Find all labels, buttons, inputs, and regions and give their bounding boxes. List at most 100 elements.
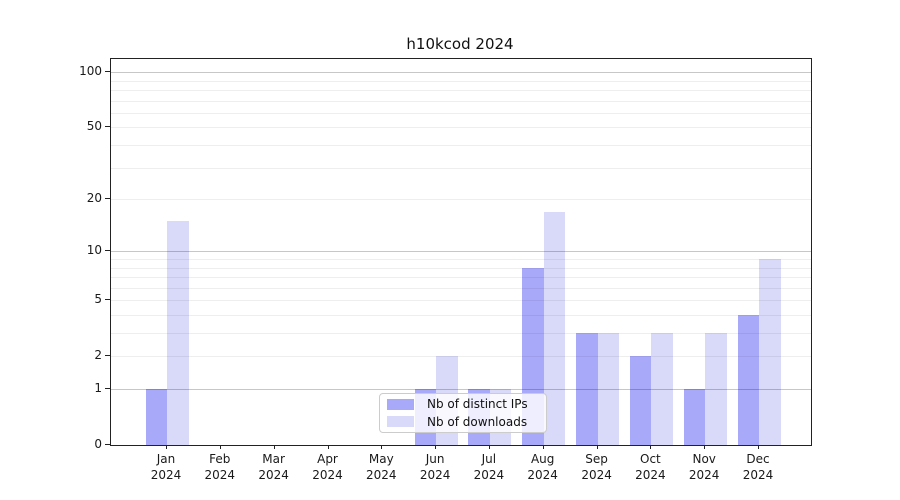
legend-item-downloads: Nb of downloads xyxy=(387,415,539,430)
bar-distinct-ips-nov xyxy=(683,389,706,445)
x-tick-month: Aug xyxy=(530,452,555,466)
y-tick-label-20: 20 xyxy=(86,191,102,206)
x-tick-year: 2024 xyxy=(635,468,666,482)
x-tick-label-oct: Oct 2024 xyxy=(618,451,682,483)
legend-label-distinct-ips: Nb of distinct IPs xyxy=(427,397,528,412)
gridline-y-50 xyxy=(111,127,811,129)
y-tick-mark-50 xyxy=(105,126,110,128)
x-tick-mark-apr xyxy=(327,445,329,449)
x-tick-mark-aug xyxy=(542,445,544,449)
x-tick-month: Dec xyxy=(746,452,770,466)
x-tick-label-apr: Apr 2024 xyxy=(296,451,360,483)
x-tick-year: 2024 xyxy=(150,468,182,482)
y-tick-mark-2 xyxy=(105,355,110,357)
x-tick-year: 2024 xyxy=(527,468,558,482)
x-tick-year: 2024 xyxy=(473,468,505,482)
bar-downloads-aug xyxy=(543,211,566,445)
y-tick-label-1: 1 xyxy=(94,381,102,395)
x-tick-mark-oct xyxy=(650,445,652,449)
x-tick-label-jan: Jan 2024 xyxy=(134,451,198,483)
x-tick-mark-jul xyxy=(488,445,490,449)
gridline-y-60 xyxy=(111,113,811,114)
x-tick-mark-sep xyxy=(596,445,598,449)
bar-downloads-jan xyxy=(167,221,189,445)
x-tick-label-feb: Feb 2024 xyxy=(188,451,252,483)
y-tick-mark-0 xyxy=(105,444,110,445)
x-tick-mark-may xyxy=(381,445,383,449)
bar-downloads-sep xyxy=(597,333,620,445)
x-tick-mark-nov xyxy=(704,445,706,449)
x-tick-month: Jun xyxy=(425,452,445,466)
x-tick-mark-feb xyxy=(219,445,221,449)
x-tick-year: 2024 xyxy=(204,468,236,482)
x-tick-label-aug: Aug 2024 xyxy=(511,451,575,483)
gridline-y-20 xyxy=(111,199,811,201)
x-tick-mark-dec xyxy=(758,445,759,449)
x-tick-month: Sep xyxy=(585,452,608,466)
gridline-y-7 xyxy=(111,277,811,278)
legend-swatch-distinct-ips-icon xyxy=(387,398,414,410)
legend-item-distinct-ips: Nb of distinct IPs xyxy=(387,397,539,412)
x-tick-mark-mar xyxy=(273,445,275,449)
x-tick-label-jul: Jul 2024 xyxy=(457,451,521,483)
x-tick-month: May xyxy=(368,452,394,466)
bar-downloads-nov xyxy=(705,333,727,445)
y-tick-mark-10 xyxy=(105,250,110,252)
plot-area xyxy=(110,58,812,446)
x-tick-month: Mar xyxy=(262,452,285,466)
x-tick-year: 2024 xyxy=(258,468,289,482)
gridline-y-100 xyxy=(111,72,811,74)
bar-distinct-ips-dec xyxy=(737,315,759,445)
legend-swatch-downloads-icon xyxy=(387,416,414,428)
x-tick-label-jun: Jun 2024 xyxy=(403,451,467,483)
gridline-y-90 xyxy=(111,80,811,82)
gridline-y-9 xyxy=(111,259,811,260)
gridline-y-5 xyxy=(111,300,811,302)
legend: Nb of distinct IPs Nb of downloads xyxy=(379,393,547,433)
y-tick-mark-100 xyxy=(105,71,110,73)
y-tick-label-5: 5 xyxy=(94,292,102,307)
x-tick-month: Jan xyxy=(156,452,176,466)
bar-distinct-ips-sep xyxy=(576,333,598,445)
x-tick-label-may: May 2024 xyxy=(349,451,413,483)
gridline-y-70 xyxy=(111,100,811,102)
y-tick-label-100: 100 xyxy=(79,64,102,79)
bar-distinct-ips-oct xyxy=(629,356,652,445)
x-tick-mark-jun xyxy=(435,445,437,449)
x-tick-year: 2024 xyxy=(312,468,343,482)
bar-downloads-oct xyxy=(651,333,673,445)
gridline-y-6 xyxy=(111,287,811,289)
gridline-y-3 xyxy=(111,333,811,334)
gridline-y-8 xyxy=(111,267,811,269)
gridline-y-4 xyxy=(111,315,811,316)
x-tick-year: 2024 xyxy=(688,468,720,482)
gridline-y-80 xyxy=(111,90,811,92)
x-tick-label-dec: Dec 2024 xyxy=(726,451,790,483)
x-tick-month: Apr xyxy=(317,452,338,466)
gridline-y-10 xyxy=(111,251,811,253)
x-tick-year: 2024 xyxy=(419,468,451,482)
bar-distinct-ips-jan xyxy=(145,389,167,445)
bar-downloads-dec xyxy=(759,259,781,445)
y-tick-label-0: 0 xyxy=(94,437,102,451)
legend-label-downloads: Nb of downloads xyxy=(427,414,528,429)
gridline-y-2 xyxy=(111,356,811,358)
gridline-y-1 xyxy=(111,389,811,390)
y-tick-mark-1 xyxy=(105,388,110,389)
x-tick-month: Feb xyxy=(209,452,231,466)
x-tick-label-nov: Nov 2024 xyxy=(672,451,736,483)
x-tick-month: Nov xyxy=(692,452,716,466)
x-tick-label-sep: Sep 2024 xyxy=(565,451,629,483)
x-tick-label-mar: Mar 2024 xyxy=(242,451,306,483)
x-tick-month: Jul xyxy=(481,452,497,466)
y-tick-label-50: 50 xyxy=(86,119,102,134)
x-tick-year: 2024 xyxy=(366,468,397,482)
x-tick-year: 2024 xyxy=(581,468,612,482)
gridline-y-30 xyxy=(111,167,811,169)
y-tick-mark-5 xyxy=(105,299,110,301)
x-tick-year: 2024 xyxy=(742,468,774,482)
gridline-y-40 xyxy=(111,145,811,147)
y-tick-label-10: 10 xyxy=(86,243,102,258)
y-tick-label-2: 2 xyxy=(94,348,102,363)
